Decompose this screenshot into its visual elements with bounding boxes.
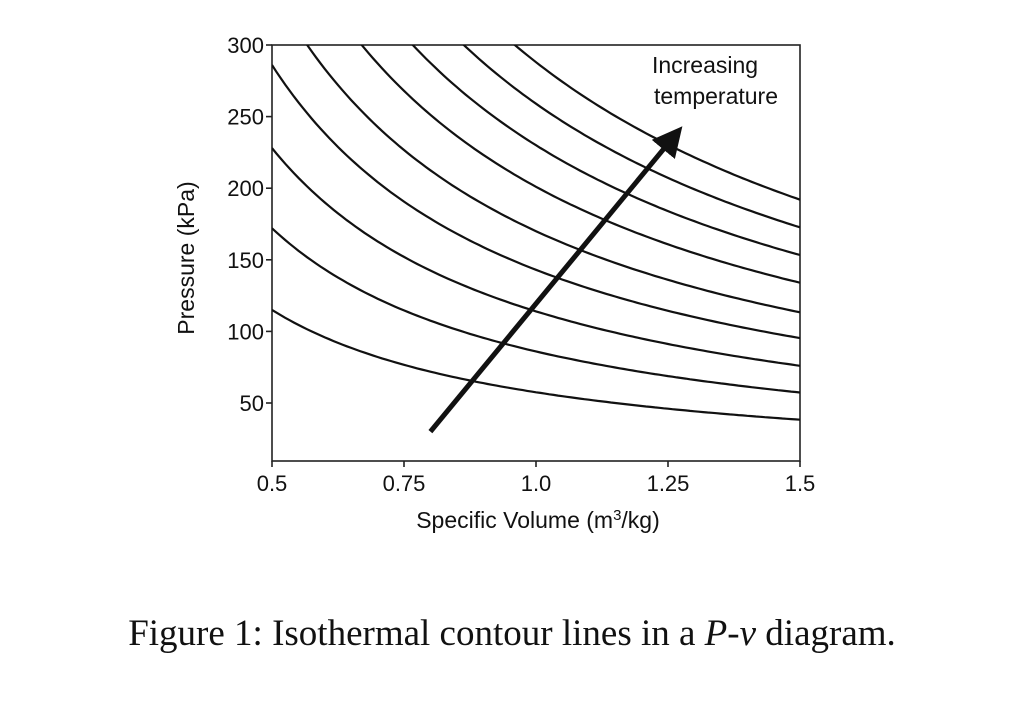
- figure-caption: Figure 1: Isothermal contour lines in a …: [128, 613, 896, 654]
- annotation-line2: temperature: [654, 83, 778, 109]
- y-tick-label: 50: [240, 391, 264, 416]
- x-axis-ticks: 0.5 0.75 1.0 1.25 1.5: [257, 461, 816, 496]
- x-tick-label: 1.5: [785, 471, 816, 496]
- y-tick-label: 300: [227, 33, 264, 58]
- isotherm-line-7: [411, 45, 800, 257]
- y-axis-label: Pressure (kPa): [173, 181, 199, 334]
- y-tick-label: 100: [227, 319, 264, 344]
- isotherm-curves: [272, 45, 800, 421]
- x-tick-label: 1.25: [647, 471, 690, 496]
- pv-diagram-chart: 0.5 0.75 1.0 1.25 1.5 50 100 150 200 250 300 Spec…: [173, 33, 816, 533]
- y-tick-label: 200: [227, 176, 264, 201]
- isotherm-line-5: [305, 45, 800, 314]
- isotherm-line-9: [513, 45, 800, 201]
- annotation-line1: Increasing: [652, 52, 758, 78]
- y-axis-ticks: 50 100 150 200 250 300: [227, 33, 272, 416]
- isotherm-line-1: [272, 308, 800, 421]
- isotherm-line-8: [462, 45, 800, 229]
- increasing-temperature-arrow: [428, 126, 683, 434]
- y-tick-label: 250: [227, 105, 264, 130]
- x-tick-label: 1.0: [521, 471, 552, 496]
- y-tick-label: 150: [227, 248, 264, 273]
- x-axis-label: Specific Volume (m3/kg): [416, 507, 660, 533]
- isotherm-line-6: [360, 45, 800, 284]
- isotherm-line-3: [272, 147, 800, 367]
- x-tick-label: 0.5: [257, 471, 288, 496]
- isotherm-line-2: [272, 227, 800, 394]
- x-tick-label: 0.75: [383, 471, 426, 496]
- isotherm-line-4: [272, 64, 800, 340]
